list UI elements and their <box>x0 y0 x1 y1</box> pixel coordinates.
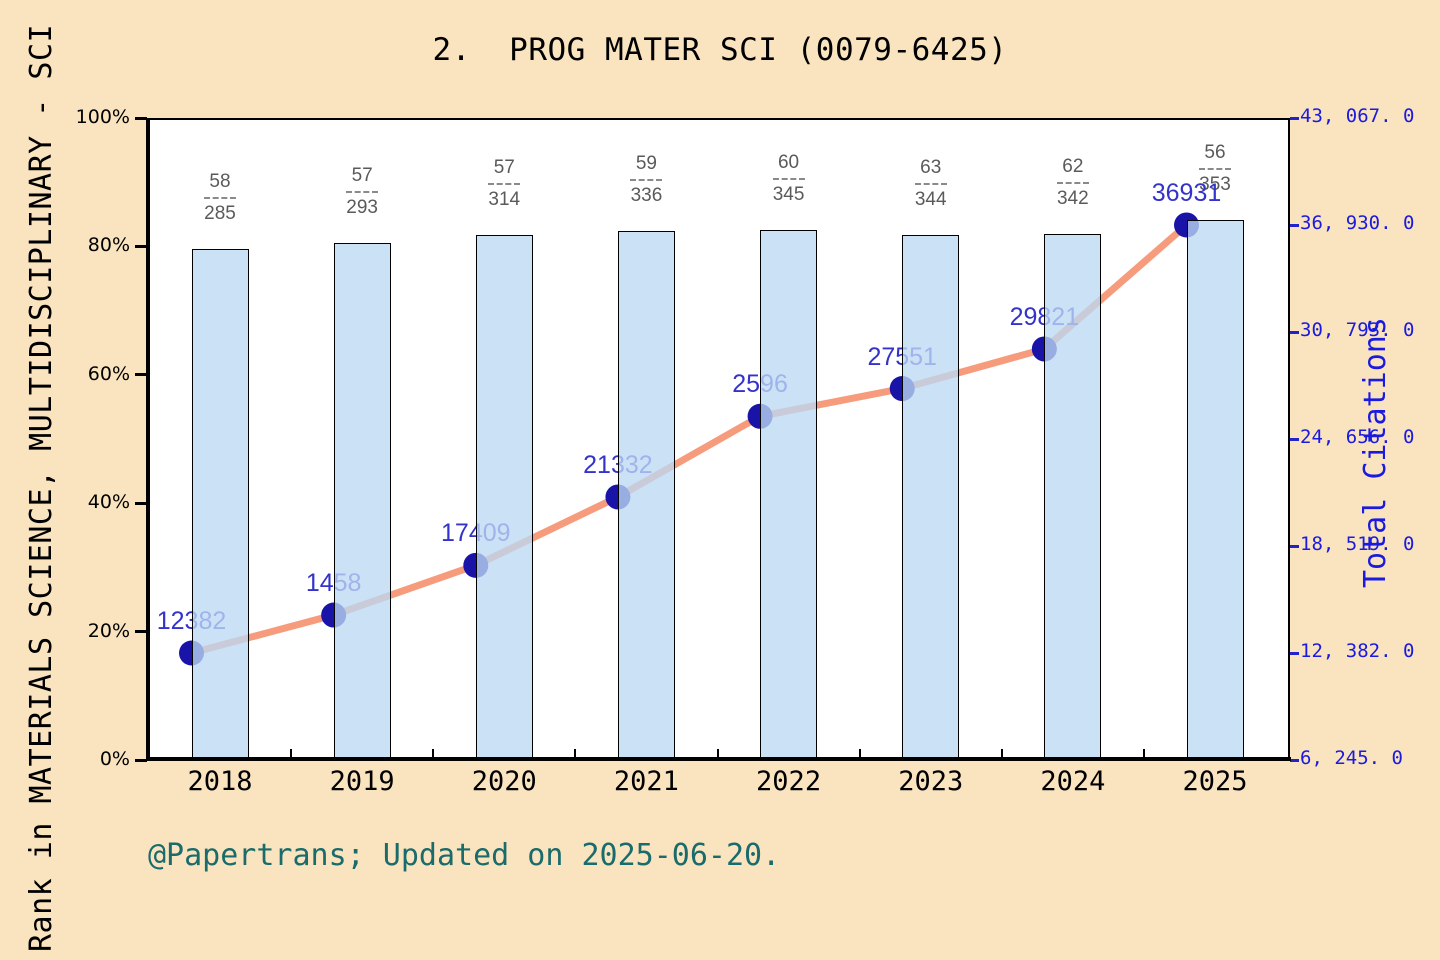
fraction-separator <box>488 182 521 185</box>
x-axis-minor-tick <box>1000 749 1003 759</box>
citations-line-chart <box>179 212 1199 666</box>
rank-denominator: 293 <box>346 197 378 219</box>
x-axis-label-2024: 2024 <box>1040 766 1106 797</box>
right-axis-tick <box>1290 116 1299 120</box>
right-axis-tick <box>1290 544 1299 548</box>
rank-denominator: 344 <box>914 189 947 211</box>
citation-label-2025: 36931 <box>1151 178 1222 207</box>
rank-fraction-2024: 62 342 <box>1033 156 1113 210</box>
x-axis-minor-tick <box>290 749 293 759</box>
fraction-separator <box>204 196 236 199</box>
right-axis-label: Total Citations <box>1358 317 1393 588</box>
right-axis-tick <box>1290 651 1299 655</box>
rank-numerator: 59 <box>635 152 657 174</box>
x-axis-label-2020: 2020 <box>471 766 537 797</box>
bar-2020 <box>475 234 533 760</box>
rank-denominator: 336 <box>630 184 663 206</box>
left-axis-tick <box>135 116 147 120</box>
left-axis-tick-label: 20% <box>87 619 130 642</box>
bottom-axis-spine <box>146 757 1291 761</box>
left-axis-tick-label: 40% <box>87 491 130 514</box>
left-axis-tick-label: 60% <box>87 362 130 385</box>
rank-denominator: 345 <box>772 183 805 205</box>
fraction-separator <box>346 191 379 194</box>
right-axis-tick <box>1290 437 1299 441</box>
x-axis-minor-tick <box>574 749 577 759</box>
left-axis-spine <box>146 118 149 761</box>
bar-2025 <box>1186 220 1244 760</box>
left-axis-tick <box>135 501 147 505</box>
fraction-separator <box>772 177 805 180</box>
right-axis-tick-label: 18, 519. 0 <box>1300 533 1415 555</box>
left-axis-tick <box>135 630 147 634</box>
rank-numerator: 56 <box>1204 142 1226 164</box>
right-axis-tick <box>1290 330 1299 334</box>
bar-2023 <box>902 235 960 760</box>
left-axis-tick <box>135 244 147 248</box>
x-axis-minor-tick <box>1142 749 1145 759</box>
rank-fraction-2021: 59 336 <box>606 153 686 207</box>
rank-numerator: 57 <box>351 165 373 187</box>
x-axis-label-2025: 2025 <box>1182 766 1248 797</box>
right-axis-tick-label: 43, 067. 0 <box>1300 105 1415 127</box>
rank-numerator: 58 <box>209 170 231 192</box>
right-axis-tick <box>1290 223 1299 227</box>
fraction-separator <box>1199 168 1231 171</box>
rank-fraction-2020: 57 314 <box>464 157 544 211</box>
left-axis-label: Rank in MATERIALS SCIENCE, MULTIDISCIPLI… <box>24 23 59 952</box>
bar-2019 <box>333 243 391 760</box>
bar-2024 <box>1044 234 1102 760</box>
x-axis-label-2021: 2021 <box>613 766 679 797</box>
bar-2022 <box>760 229 818 760</box>
left-axis-tick-label: 0% <box>99 748 130 770</box>
right-axis-tick-label: 6, 245. 0 <box>1300 747 1403 769</box>
fraction-separator <box>914 183 947 186</box>
x-axis-label-2019: 2019 <box>329 766 395 797</box>
x-axis-minor-tick <box>432 749 435 759</box>
x-axis-label-2022: 2022 <box>756 766 822 797</box>
x-axis-label-2023: 2023 <box>898 766 964 797</box>
rank-denominator: 285 <box>204 202 236 224</box>
chart-title: 2. PROG MATER SCI (0079-6425) <box>432 32 1008 68</box>
rank-fraction-2022: 60 345 <box>749 152 829 206</box>
right-axis-tick-label: 24, 656. 0 <box>1300 426 1415 448</box>
bar-2021 <box>617 230 675 760</box>
fraction-separator <box>630 178 663 181</box>
fraction-separator <box>1056 182 1089 185</box>
rank-numerator: 63 <box>920 157 942 179</box>
left-axis-tick-label: 100% <box>75 106 130 128</box>
rank-numerator: 62 <box>1062 156 1084 178</box>
bar-2018 <box>191 248 249 760</box>
right-axis-tick-label: 30, 793. 0 <box>1300 319 1415 341</box>
footer-note: @Papertrans; Updated on 2025-06-20. <box>148 838 781 873</box>
right-axis-tick-label: 36, 930. 0 <box>1300 212 1415 234</box>
right-axis-tick <box>1290 758 1299 762</box>
right-axis-tick-label: 12, 382. 0 <box>1300 640 1415 662</box>
x-axis-label-2018: 2018 <box>187 766 253 797</box>
left-axis-tick-label: 80% <box>87 234 130 257</box>
rank-fraction-2019: 57 293 <box>322 165 402 219</box>
rank-denominator: 353 <box>1199 174 1231 196</box>
left-axis-tick <box>135 758 147 762</box>
rank-numerator: 57 <box>493 156 515 178</box>
rank-fraction-2018: 58 285 <box>180 171 260 225</box>
rank-fraction-2025: 56 353 <box>1175 142 1255 196</box>
rank-fraction-2023: 63 344 <box>891 157 971 211</box>
x-axis-minor-tick <box>716 749 719 759</box>
rank-denominator: 314 <box>488 188 521 210</box>
rank-numerator: 60 <box>777 151 800 173</box>
x-axis-minor-tick <box>858 749 861 759</box>
rank-denominator: 342 <box>1056 188 1089 210</box>
left-axis-tick <box>135 373 147 377</box>
